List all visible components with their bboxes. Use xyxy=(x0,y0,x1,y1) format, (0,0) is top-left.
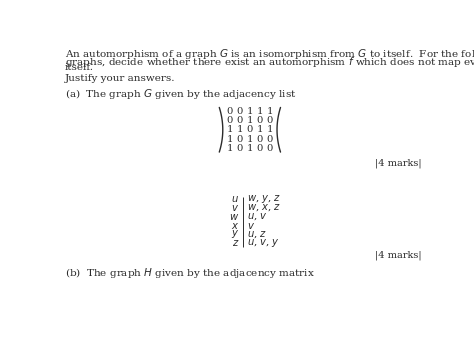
Text: (a)  The graph $G$ given by the adjacency list: (a) The graph $G$ given by the adjacency… xyxy=(64,87,296,101)
Text: $u$, $v$: $u$, $v$ xyxy=(247,211,267,222)
Text: $w$, $x$, $z$: $w$, $x$, $z$ xyxy=(247,203,281,213)
Text: $w$: $w$ xyxy=(229,212,239,222)
Text: 1: 1 xyxy=(257,107,263,116)
Text: 1: 1 xyxy=(267,125,273,134)
Text: 0: 0 xyxy=(267,116,273,125)
Text: $u$, $z$: $u$, $z$ xyxy=(247,229,267,240)
Text: 0: 0 xyxy=(237,116,243,125)
Text: 0: 0 xyxy=(267,144,273,153)
Text: $v$: $v$ xyxy=(247,221,255,231)
Text: 0: 0 xyxy=(257,134,263,144)
Text: graphs, decide whether there exist an automorphism $f$ which does not map every : graphs, decide whether there exist an au… xyxy=(64,55,474,69)
Text: 0: 0 xyxy=(237,144,243,153)
Text: $x$: $x$ xyxy=(231,221,239,231)
Text: 0: 0 xyxy=(257,116,263,125)
Text: (b)  The graph $H$ given by the adjacency matrix: (b) The graph $H$ given by the adjacency… xyxy=(64,266,315,280)
Text: 0: 0 xyxy=(237,134,243,144)
Text: 0: 0 xyxy=(227,116,233,125)
Text: $w$, $y$, $z$: $w$, $y$, $z$ xyxy=(247,193,281,205)
Text: itself.: itself. xyxy=(64,63,94,72)
Text: $z$: $z$ xyxy=(232,238,239,248)
Text: $u$: $u$ xyxy=(231,194,239,204)
Text: 1: 1 xyxy=(246,107,253,116)
Text: 1: 1 xyxy=(257,125,263,134)
Text: 0: 0 xyxy=(227,107,233,116)
Text: 1: 1 xyxy=(246,144,253,153)
Text: $y$: $y$ xyxy=(231,228,239,241)
Text: 0: 0 xyxy=(267,134,273,144)
Text: 0: 0 xyxy=(237,107,243,116)
Text: 1: 1 xyxy=(246,116,253,125)
Text: 1: 1 xyxy=(227,134,233,144)
Text: |4 marks|: |4 marks| xyxy=(375,250,422,260)
Text: Justify your answers.: Justify your answers. xyxy=(64,74,175,83)
Text: 1: 1 xyxy=(227,144,233,153)
Text: 1: 1 xyxy=(237,125,243,134)
Text: 0: 0 xyxy=(246,125,253,134)
Text: 1: 1 xyxy=(267,107,273,116)
Text: |4 marks|: |4 marks| xyxy=(375,158,422,168)
Text: 1: 1 xyxy=(246,134,253,144)
Text: 1: 1 xyxy=(227,125,233,134)
Text: An automorphism of a graph $G$ is an isomorphism from $G$ to itself.  For the fo: An automorphism of a graph $G$ is an iso… xyxy=(64,47,474,61)
Text: $v$: $v$ xyxy=(231,203,239,213)
Text: 0: 0 xyxy=(257,144,263,153)
Text: $u$, $v$, $y$: $u$, $v$, $y$ xyxy=(247,237,280,249)
